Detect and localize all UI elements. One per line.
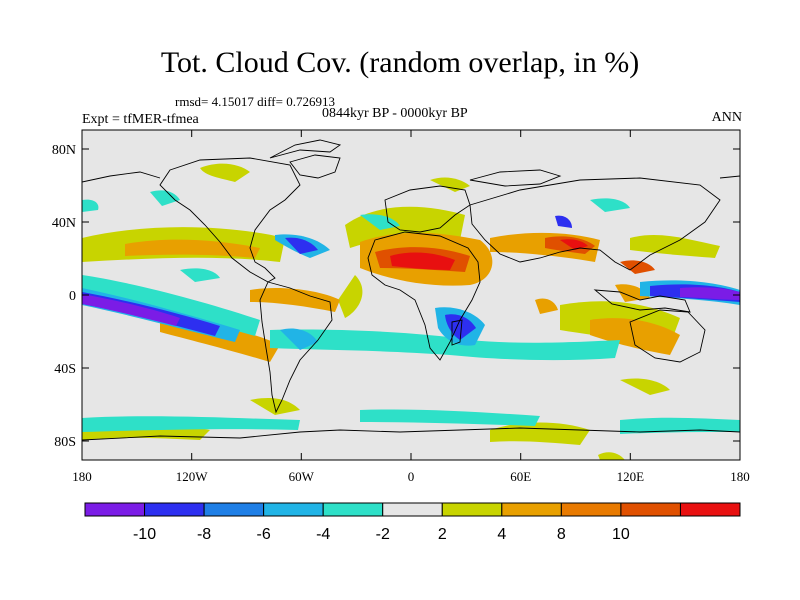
- longitude-labels: 180 120W 60W 0 60E 120E 180: [72, 469, 750, 484]
- lon-label: 180: [730, 469, 750, 484]
- colorbar-box: [382, 502, 443, 517]
- lon-label: 120E: [617, 469, 645, 484]
- colorbar-box: [560, 502, 622, 517]
- colorbar-label: 2: [438, 526, 447, 543]
- lat-label: 40N: [52, 216, 76, 231]
- coastlines: [82, 139, 740, 441]
- colorbar-label: -4: [316, 526, 330, 543]
- lon-label: 120W: [176, 469, 209, 484]
- colorbar-box: [322, 502, 384, 517]
- colorbar-label: 4: [497, 526, 506, 543]
- colorbar-box: [263, 502, 324, 517]
- colorbar-box: [144, 502, 205, 517]
- plot-title: Tot. Cloud Cov. (random overlap, in %): [160, 46, 640, 79]
- colorbar-box: [441, 502, 503, 517]
- lon-label: 60E: [510, 469, 531, 484]
- period-text: 0844kyr BP - 0000kyr BP: [322, 106, 468, 121]
- anomaly-lt-neg10-regions: [82, 287, 740, 326]
- longitude-axis: [81, 130, 741, 460]
- lon-label: 0: [408, 469, 415, 484]
- lon-label: 60W: [289, 469, 315, 484]
- colorbar-box: [620, 502, 681, 517]
- colorbar-label: -8: [197, 526, 211, 543]
- colorbar-label: -10: [133, 526, 156, 543]
- colorbar-label: 10: [612, 526, 630, 543]
- colorbar-box: [679, 502, 741, 517]
- lat-label: 80S: [54, 435, 76, 450]
- lat-label: 0: [69, 289, 76, 304]
- colorbar-labels: -10 -8 -6 -4 -2 2 4 8 10: [133, 526, 630, 543]
- colorbar-label: 8: [557, 526, 566, 543]
- colorbar-box: [501, 502, 562, 517]
- lat-label: 80N: [52, 143, 76, 158]
- anomaly-gt10-regions: [390, 239, 588, 270]
- experiment-label: Expt = tfMER-tfmea: [82, 112, 199, 127]
- anomaly-field: [82, 139, 740, 460]
- colorbar-label: -2: [376, 526, 390, 543]
- stats-text: rmsd= 4.15017 diff= 0.726913: [175, 94, 335, 109]
- colorbar-box: [203, 502, 265, 517]
- anomaly-neg2-neg4-regions: [82, 190, 740, 434]
- map-panel: [81, 129, 741, 461]
- colorbar: [84, 502, 741, 517]
- colorbar-box: [84, 502, 146, 517]
- lat-label: 40S: [54, 362, 76, 377]
- latitude-axis: [82, 148, 740, 442]
- colorbar-label: -6: [257, 526, 271, 543]
- season-label: ANN: [711, 110, 742, 125]
- lon-label: 180: [72, 469, 92, 484]
- latitude-labels: 80N 40N 0 40S 80S: [52, 143, 76, 450]
